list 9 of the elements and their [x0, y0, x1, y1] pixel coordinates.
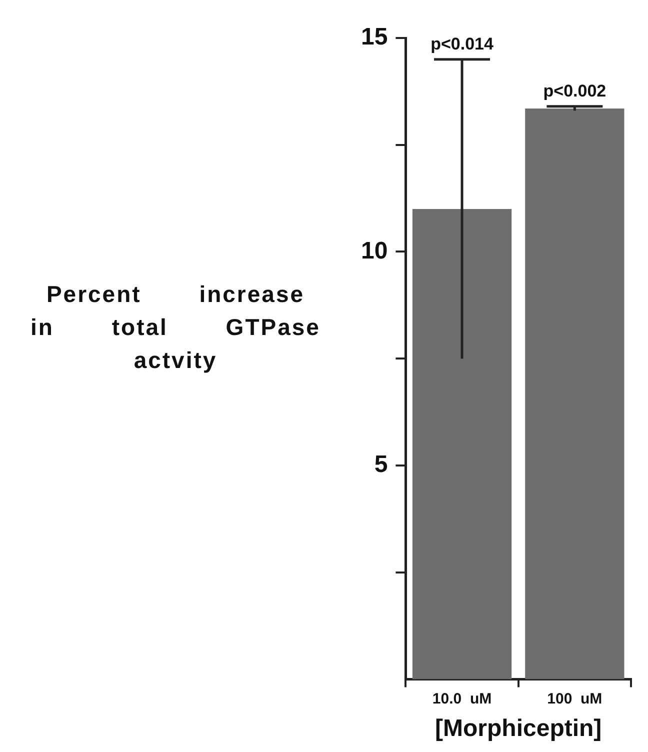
y-tick-label: 15	[360, 24, 388, 51]
annotation: p<0.002	[543, 82, 606, 101]
y-axis-title: Percent increase in total GTPase actvity	[30, 280, 322, 375]
y-tick-label: 5	[374, 451, 388, 478]
x-tick-label: 10.0 uM	[432, 690, 492, 708]
x-axis-title: [Morphiceptin]	[435, 715, 602, 742]
y-tick-label: 10	[360, 237, 388, 264]
annotation: p<0.014	[430, 34, 494, 54]
x-tick-label: 100 uM	[547, 690, 602, 708]
